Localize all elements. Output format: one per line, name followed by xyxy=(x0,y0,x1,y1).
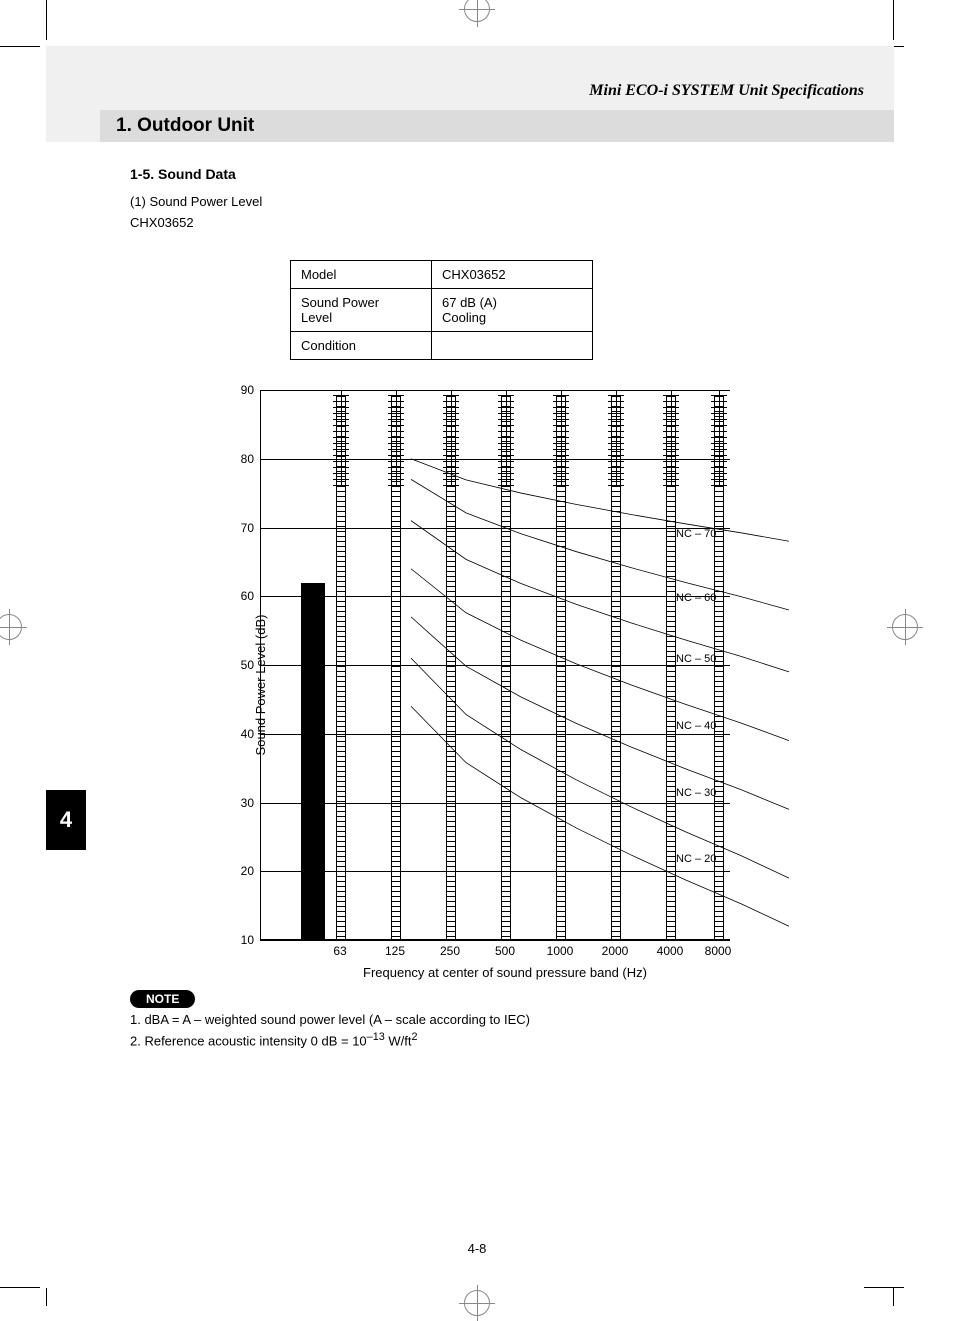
sound-power-chart: Sound Power Level (dB) NC – 70NC – 60NC … xyxy=(190,390,750,980)
page-number: 4-8 xyxy=(0,1241,954,1256)
x-tick: 125 xyxy=(385,944,405,958)
registration-mark xyxy=(0,614,22,640)
crop-mark xyxy=(893,0,894,40)
x-tick: 4000 xyxy=(657,944,684,958)
nc-label: NC – 60 xyxy=(676,592,716,604)
y-tick: 50 xyxy=(230,658,254,672)
data-bar xyxy=(301,583,325,941)
nc-curve xyxy=(411,479,789,610)
nc-label: NC – 20 xyxy=(676,853,716,865)
nc-label: NC – 70 xyxy=(676,528,716,540)
y-tick: 80 xyxy=(230,452,254,466)
octave-band xyxy=(336,396,346,941)
octave-band xyxy=(501,396,511,941)
page: Mini ECO-i SYSTEM Unit Specifications 1.… xyxy=(0,0,954,1306)
running-head: Mini ECO-i SYSTEM Unit Specifications xyxy=(589,82,864,100)
spec-cell: Model xyxy=(291,261,432,289)
nc-curve xyxy=(411,658,789,878)
crop-mark xyxy=(0,1287,40,1288)
nc-curve xyxy=(411,459,789,542)
nc-label: NC – 40 xyxy=(676,720,716,732)
section-title-bar: 1. Outdoor Unit xyxy=(100,110,894,142)
octave-band xyxy=(556,396,566,941)
x-tick: 500 xyxy=(495,944,515,958)
content: 1-5. Sound Data (1) Sound Power Level CH… xyxy=(130,160,864,1052)
grid-line xyxy=(260,734,730,735)
crop-mark xyxy=(864,1287,904,1288)
grid-line xyxy=(260,871,730,872)
y-tick: 70 xyxy=(230,521,254,535)
x-tick: 1000 xyxy=(547,944,574,958)
octave-band xyxy=(666,396,676,941)
x-tick: 63 xyxy=(333,944,346,958)
note-pill: NOTE xyxy=(130,990,195,1008)
y-tick: 40 xyxy=(230,727,254,741)
chart-x-label: Frequency at center of sound pressure ba… xyxy=(260,965,750,980)
spec-cell: 67 dB (A)Cooling xyxy=(432,289,593,332)
notes-block: NOTE 1. dBA = A – weighted sound power l… xyxy=(130,980,864,1048)
crop-mark xyxy=(46,0,47,40)
spec-table: ModelCHX03652Sound PowerLevel67 dB (A)Co… xyxy=(290,260,593,360)
registration-mark xyxy=(464,0,490,22)
subsection-heading: 1-5. Sound Data xyxy=(130,166,864,182)
crop-mark xyxy=(893,1288,894,1306)
octave-band xyxy=(446,396,456,941)
registration-mark xyxy=(464,1290,490,1316)
y-tick: 60 xyxy=(230,589,254,603)
y-tick: 10 xyxy=(230,933,254,947)
nc-curve xyxy=(411,617,789,810)
spec-cell xyxy=(432,332,593,360)
y-tick: 30 xyxy=(230,796,254,810)
x-tick: 250 xyxy=(440,944,460,958)
spec-cell: CHX03652 xyxy=(432,261,593,289)
y-tick: 20 xyxy=(230,864,254,878)
nc-label: NC – 30 xyxy=(676,787,716,799)
crop-mark xyxy=(46,1288,47,1306)
grid-line xyxy=(260,390,730,391)
grid-line xyxy=(260,940,730,941)
grid-line xyxy=(260,596,730,597)
octave-band xyxy=(391,396,401,941)
spec-cell: Sound PowerLevel xyxy=(291,289,432,332)
registration-mark xyxy=(892,614,918,640)
spec-cell: Condition xyxy=(291,332,432,360)
nc-curve xyxy=(411,706,789,926)
x-tick: 8000 xyxy=(705,944,732,958)
crop-mark xyxy=(0,46,40,47)
y-tick: 90 xyxy=(230,383,254,397)
grid-line xyxy=(260,528,730,529)
section-title: 1. Outdoor Unit xyxy=(116,115,254,137)
octave-band xyxy=(611,396,621,941)
grid-line xyxy=(260,803,730,804)
nc-curve xyxy=(411,569,789,741)
note-line: 2. Reference acoustic intensity 0 dB = 1… xyxy=(130,1031,864,1048)
model-code: CHX03652 xyxy=(130,215,864,230)
nc-label: NC – 50 xyxy=(676,653,716,665)
item-line: (1) Sound Power Level xyxy=(130,194,864,209)
x-tick: 2000 xyxy=(602,944,629,958)
note-line: 1. dBA = A – weighted sound power level … xyxy=(130,1012,864,1027)
side-tab: 4 xyxy=(46,790,86,850)
grid-line xyxy=(260,665,730,666)
grid-line xyxy=(260,459,730,460)
